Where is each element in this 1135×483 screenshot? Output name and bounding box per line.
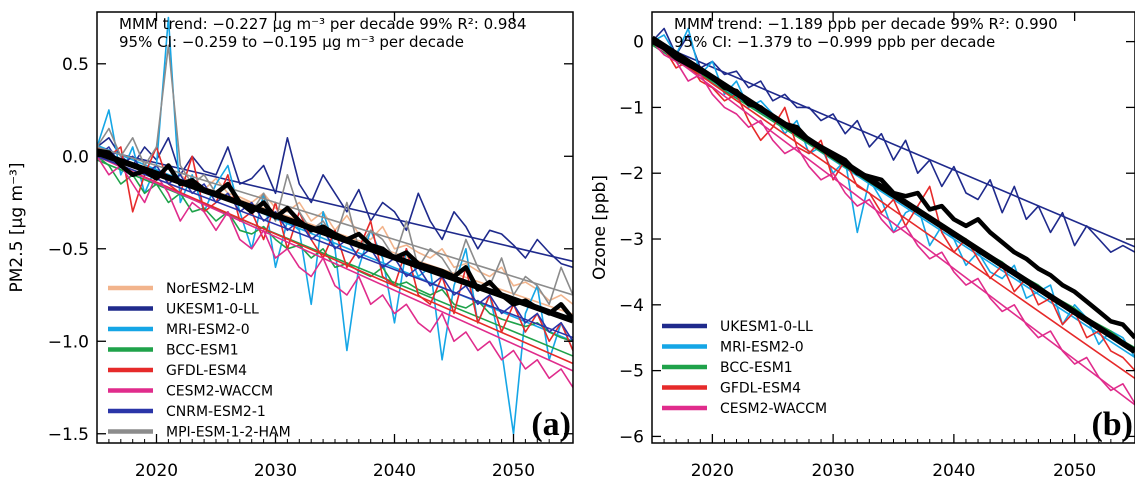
trend-line-ukesm1-0-ll [652, 40, 1135, 248]
panel-b-ci-text: 95% CI: −1.379 to −0.999 ppb per decade [674, 33, 995, 51]
trend-line-mpi-esm-1-2-ham [97, 146, 573, 296]
legend-label-cnrm-esm2-1: CNRM-ESM2-1 [166, 404, 266, 420]
y-tick-label: −3 [619, 230, 644, 250]
legend-label-cesm2-waccm: CESM2-WACCM [166, 384, 273, 400]
series-line-ukesm1-0-ll [97, 137, 573, 269]
y-tick-label: −5 [619, 362, 644, 382]
panel-a-pm25: 2020 2030 2040 2050 0.5 0.0 −0.5 −1.0 −1.5 MMM t… [7, 11, 574, 481]
panel-b-legend: UKESM1-0-LL MRI-ESM2-0 BCC-ESM1 GFDL-ESM4 CE… [662, 319, 827, 417]
y-tick-label: −4 [619, 296, 644, 316]
series-line-bcc-esm1 [97, 155, 573, 343]
panel-a-label: (a) [531, 406, 571, 443]
x-tick-label: 2040 [373, 461, 416, 481]
panel-a-y-axis-label: PM2.5 [µg m⁻³] [7, 163, 27, 293]
legend-label-gfdl-esm4: GFDL-ESM4 [166, 363, 247, 379]
panel-b-series-lines [652, 27, 1135, 406]
legend-label-noresm2-lm: NorESM2-LM [166, 281, 254, 297]
trend-line-ukesm1-0-ll [97, 148, 573, 263]
panel-b-y-axis-label: Ozone [ppb] [590, 175, 610, 280]
y-tick-label: −2 [619, 164, 644, 184]
trend-line-cesm2-waccm [652, 40, 1135, 406]
trend-line-cnrm-esm2-1 [97, 155, 573, 339]
panel-b-ticks: 2020 2030 2040 2050 0 −1 −2 −3 −4 −5 −6 [619, 12, 1135, 481]
series-line-ukesm1-0-ll [652, 27, 1135, 253]
x-tick-label: 2030 [254, 461, 297, 481]
legend-label-cesm2-waccm: CESM2-WACCM [720, 401, 827, 417]
legend-label-gfdl-esm4: GFDL-ESM4 [720, 381, 801, 397]
x-tick-label: 2050 [492, 461, 535, 481]
x-tick-label: 2040 [932, 461, 975, 481]
panel-b-ozone: 2020 2030 2040 2050 0 −1 −2 −3 −4 −5 −6 MMM trend:… [590, 11, 1135, 481]
legend-label-ukesm1-0-ll: UKESM1-0-LL [720, 319, 813, 335]
y-tick-label: −1.5 [48, 425, 89, 445]
x-tick-label: 2020 [135, 461, 178, 481]
y-tick-label: 0.0 [62, 147, 89, 167]
legend-label-mri-esm2-0: MRI-ESM2-0 [720, 340, 804, 356]
panel-b-label: (b) [1091, 406, 1133, 443]
trend-line-gfdl-esm4 [652, 40, 1135, 380]
trend-line-cesm2-waccm [97, 155, 573, 372]
y-tick-label: −0.5 [48, 240, 89, 260]
panel-b-trend-text: MMM trend: −1.189 ppb per decade 99% R²:… [674, 15, 1058, 33]
series-line-cesm2-waccm [97, 155, 573, 388]
x-tick-label: 2050 [1053, 461, 1096, 481]
x-tick-label: 2030 [811, 461, 854, 481]
panel-a-ticks: 2020 2030 2040 2050 0.5 0.0 −0.5 −1.0 −1.5 [48, 12, 573, 481]
x-tick-label: 2020 [691, 461, 734, 481]
panel-a-series-lines [97, 16, 573, 435]
trend-line-gfdl-esm4 [97, 155, 573, 365]
trend-line-mmm [97, 149, 573, 324]
panel-a-ci-text: 95% CI: −0.259 to −0.195 µg m⁻³ per deca… [119, 33, 464, 51]
y-tick-label: −1.0 [48, 332, 89, 352]
trend-line-mmm [652, 35, 1135, 354]
panel-a-legend: NorESM2-LM UKESM1-0-LL MRI-ESM2-0 BCC-ESM1 G… [108, 281, 291, 441]
legend-label-ukesm1-0-ll: UKESM1-0-LL [166, 302, 259, 318]
legend-label-mri-esm2-0: MRI-ESM2-0 [166, 322, 250, 338]
y-tick-label: −6 [619, 427, 644, 447]
y-tick-label: 0 [633, 33, 644, 53]
legend-label-mpi-esm-1-2-ham: MPI-ESM-1-2-HAM [166, 425, 291, 441]
series-line-cesm2-waccm [652, 41, 1135, 404]
legend-label-bcc-esm1: BCC-ESM1 [166, 343, 239, 359]
panel-a-trend-text: MMM trend: −0.227 µg m⁻³ per decade 99% … [119, 15, 527, 33]
y-tick-label: −1 [619, 98, 644, 118]
panel-b-frame [651, 11, 1135, 444]
legend-label-bcc-esm1: BCC-ESM1 [720, 360, 793, 376]
series-line-gfdl-esm4 [652, 40, 1135, 372]
y-tick-label: 0.5 [62, 55, 89, 75]
